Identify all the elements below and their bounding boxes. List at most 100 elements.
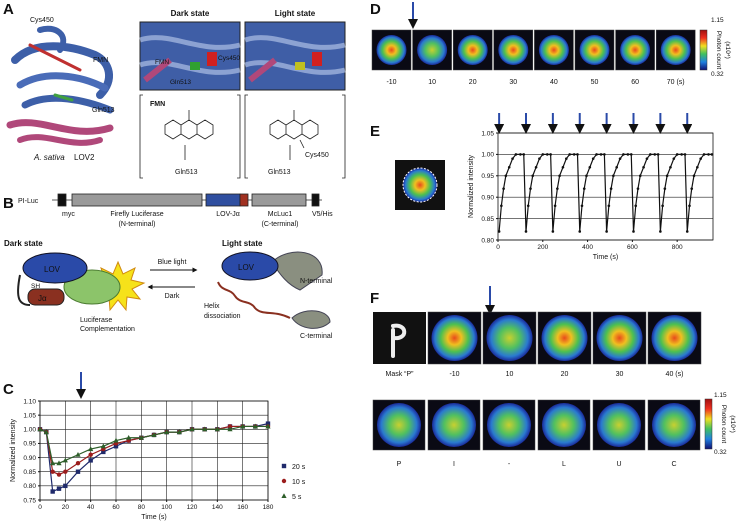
data-point (281, 493, 287, 498)
data-point (669, 165, 672, 169)
data-point (609, 187, 613, 190)
residue-label: FMN (93, 57, 108, 64)
emission-spot (652, 403, 696, 447)
y-tick-label: 0.85 (23, 469, 36, 476)
emission-spot (596, 315, 643, 361)
frame-label: 60 (631, 79, 639, 86)
frame-label: C (671, 461, 676, 468)
data-point (568, 153, 571, 156)
y-axis-label: Normalized intensity (468, 154, 475, 218)
data-point (690, 187, 694, 190)
panel-letter: A (3, 1, 14, 18)
data-point (680, 153, 683, 156)
x-tick-label: 800 (672, 244, 683, 251)
y-tick-label: 1.05 (23, 412, 36, 419)
emission-spot (597, 403, 641, 447)
y-tick-label: 0.90 (481, 195, 494, 202)
inset-label: Gln513 (170, 79, 191, 86)
frame-label: 30 (616, 371, 624, 378)
data-point (710, 153, 714, 156)
y-tick-label: 1.00 (481, 152, 494, 159)
emission-spot (620, 35, 651, 65)
x-tick-label: 140 (212, 504, 223, 511)
colorbar-unit: (x10⁴) (724, 41, 731, 59)
emission-spot (377, 403, 421, 447)
data-point (75, 469, 81, 474)
data-point (531, 174, 535, 178)
emission-spot (538, 35, 569, 65)
data-point (227, 426, 233, 432)
data-point (675, 153, 679, 156)
emission-spot (579, 35, 610, 65)
data-point (642, 165, 645, 169)
emission-spot (432, 403, 476, 447)
data-point (702, 153, 706, 156)
data-point (685, 230, 689, 233)
frame-label: I (453, 461, 455, 468)
data-point (692, 174, 696, 178)
dark-state-diagram (17, 252, 146, 312)
data-point (599, 153, 603, 156)
data-point (534, 165, 538, 169)
transition-arrows (147, 267, 198, 290)
data-point (50, 460, 56, 466)
data-point (75, 461, 81, 466)
data-point (545, 153, 549, 156)
frame-label: 70 (s) (667, 79, 685, 86)
y-tick-label: 0.95 (23, 441, 36, 448)
state-title: Dark state (171, 9, 210, 18)
data-point (699, 157, 702, 160)
data-point (151, 432, 157, 437)
emission-spot (651, 315, 698, 361)
colorbar-min: 0.32 (711, 71, 724, 78)
frame-label: -10 (386, 79, 396, 86)
data-point (50, 469, 55, 474)
domain-label: N-terminal (300, 278, 333, 285)
data-point (63, 469, 68, 474)
panel-letter: D (370, 1, 381, 18)
panel-letter: C (3, 381, 14, 398)
emission-spot (457, 35, 488, 65)
emission-spot (431, 315, 478, 361)
data-point (113, 437, 119, 443)
data-line (498, 153, 712, 232)
emission-spot (486, 315, 533, 361)
panel-letter: B (3, 195, 14, 212)
emission-spot (660, 35, 691, 65)
y-tick-label: 0.85 (481, 216, 494, 223)
y-tick-label: 1.10 (23, 398, 36, 405)
caption: Luciferase (80, 317, 112, 324)
emission-spot (487, 403, 531, 447)
data-point (138, 434, 144, 440)
frame-label: 20 (561, 371, 569, 378)
frame-label: U (616, 461, 621, 468)
data-point (101, 449, 106, 455)
mask-shape (391, 323, 407, 358)
data-point (615, 165, 618, 169)
data-point (227, 424, 233, 429)
colorbar-title: Photon count (720, 405, 727, 444)
protein-structure (6, 25, 114, 146)
data-point (565, 157, 568, 160)
data-point (688, 204, 691, 208)
data-point (549, 153, 552, 156)
x-tick-label: 120 (187, 504, 198, 511)
legend-label: 20 s (292, 464, 306, 471)
data-point (659, 230, 662, 233)
data-point (189, 426, 195, 432)
data-point (591, 157, 595, 160)
frame-label: L (562, 461, 566, 468)
data-point (265, 423, 271, 429)
data-point (551, 230, 555, 233)
data-point (265, 421, 271, 426)
emission-spot (541, 315, 588, 361)
inset-label: FMN (155, 59, 169, 66)
chemical-structures (139, 94, 346, 179)
data-point (504, 174, 508, 178)
inset-label: Cys450 (218, 55, 240, 62)
data-point (126, 434, 132, 440)
domain-label: Jα (38, 294, 47, 303)
data-point (605, 230, 608, 233)
data-point (561, 165, 565, 169)
data-point (507, 165, 511, 169)
